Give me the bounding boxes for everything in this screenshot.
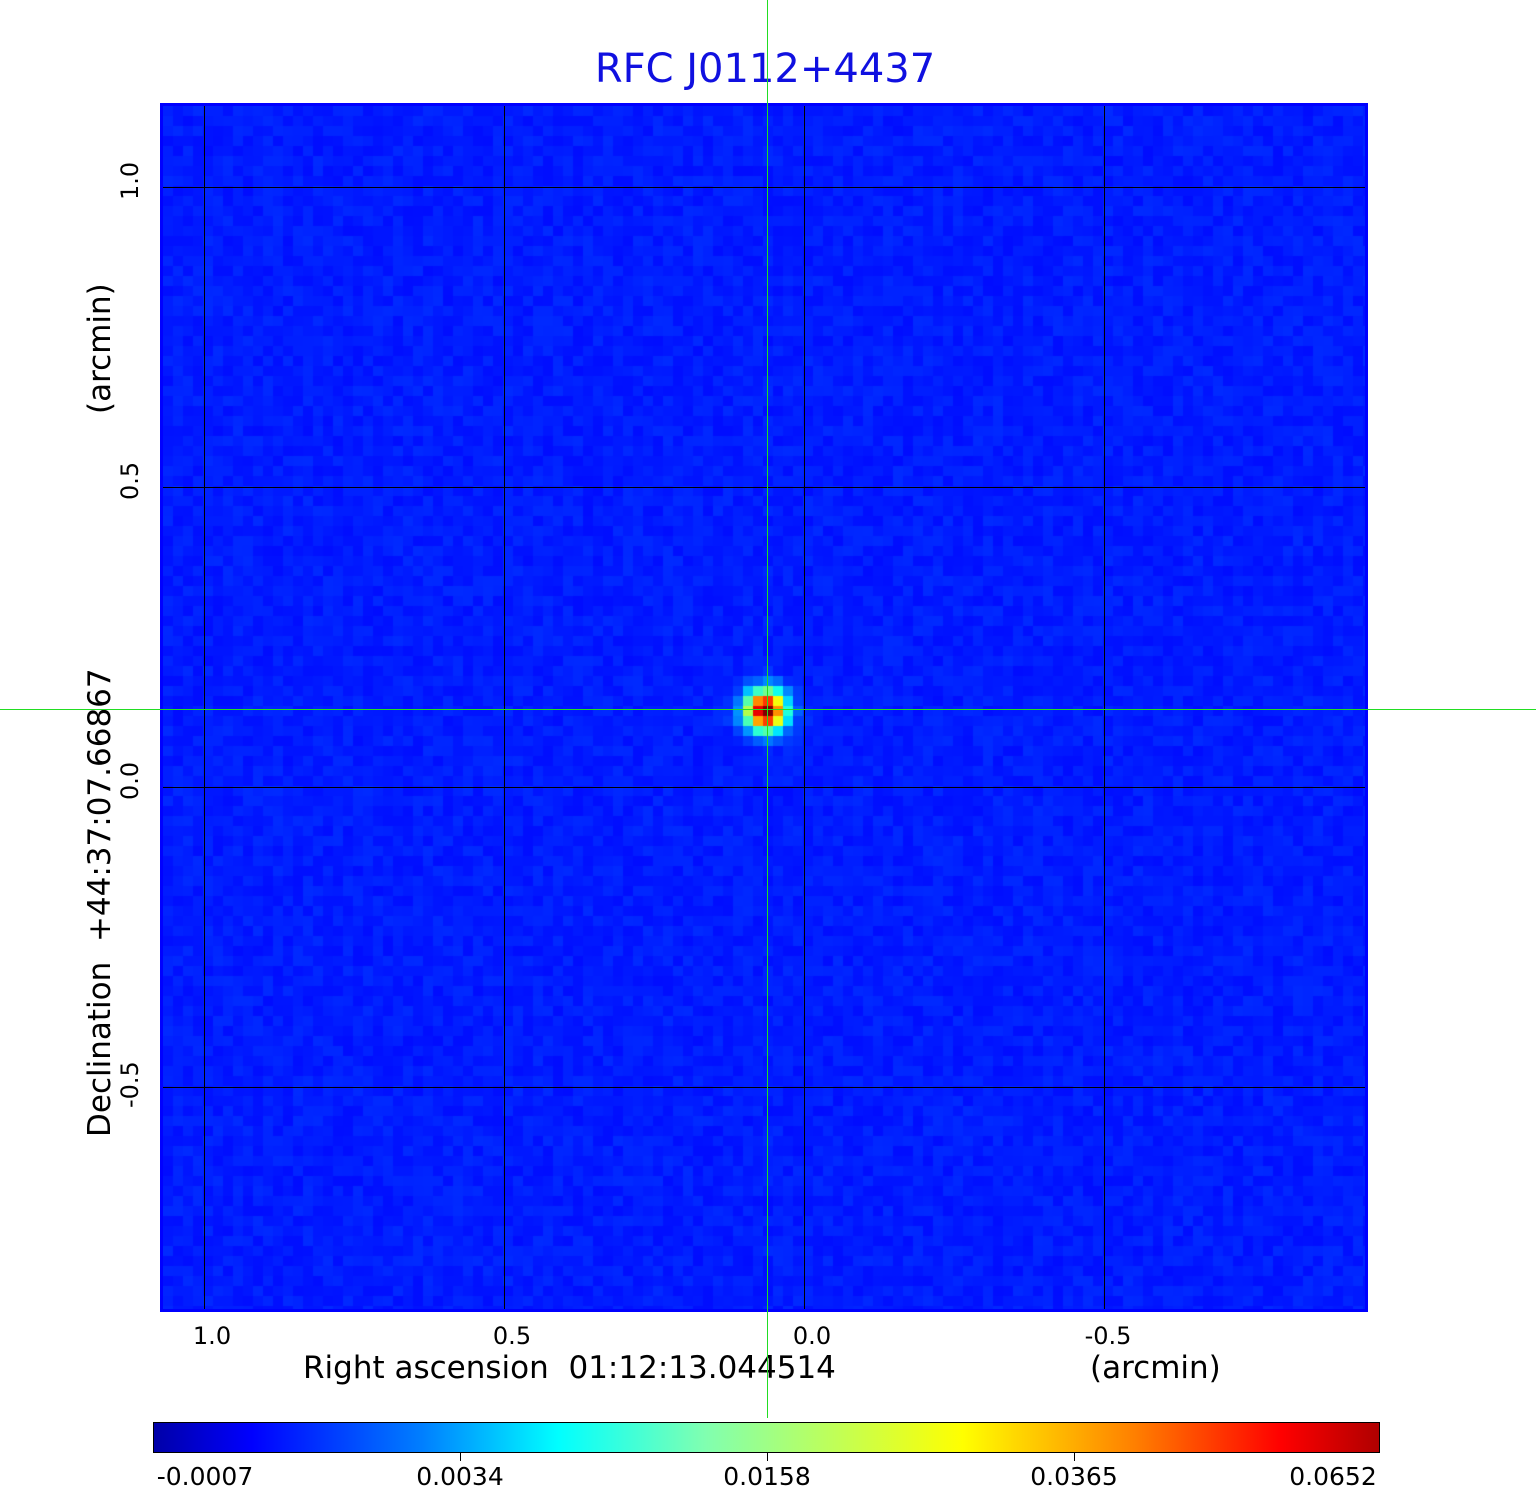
x-axis-label: Right ascension 01:12:13.044514 [303,1350,836,1386]
x-tick-label: 0.5 [492,1322,532,1350]
grid-line-x-0.0 [804,106,805,1309]
grid-line-x-1.0 [204,106,205,1309]
y-axis-unit: (arcmin) [82,283,118,414]
colorbar-label: 0.0652 [1289,1462,1377,1491]
grid-line-x--0.5 [1104,106,1105,1309]
intensity-map [163,106,1365,1309]
x-tick-label: -0.5 [1084,1322,1132,1350]
colorbar-label: 0.0365 [1030,1462,1118,1491]
chart-title: RFC J0112+4437 [594,46,936,92]
x-axis-unit: (arcmin) [1090,1350,1221,1386]
image-plot-area [160,103,1368,1312]
y-tick-label: 0.0 [116,761,144,800]
colorbar-label: -0.0007 [156,1462,254,1491]
colorbar-tick [767,1453,768,1461]
y-tick-label: 1.0 [116,161,144,200]
colorbar [153,1422,1380,1453]
grid-line-y-0.0 [163,787,1365,788]
crosshair-horizontal [0,709,1536,710]
y-axis-label: Declination +44:37:07.66867 [82,668,118,1137]
x-tick-label: 1.0 [192,1322,232,1350]
grid-line-x-0.5 [504,106,505,1309]
colorbar-tick [1074,1453,1075,1461]
grid-line-y-0.5 [163,487,1365,488]
grid-line-y-1.0 [163,187,1365,188]
colorbar-label: 0.0158 [723,1462,811,1491]
y-tick-label: -0.5 [116,1061,144,1108]
y-tick-label: 0.5 [116,461,144,500]
colorbar-label: 0.0034 [416,1462,504,1491]
grid-line-y--0.5 [163,1087,1365,1088]
colorbar-tick [460,1453,461,1461]
x-tick-label: 0.0 [792,1322,832,1350]
